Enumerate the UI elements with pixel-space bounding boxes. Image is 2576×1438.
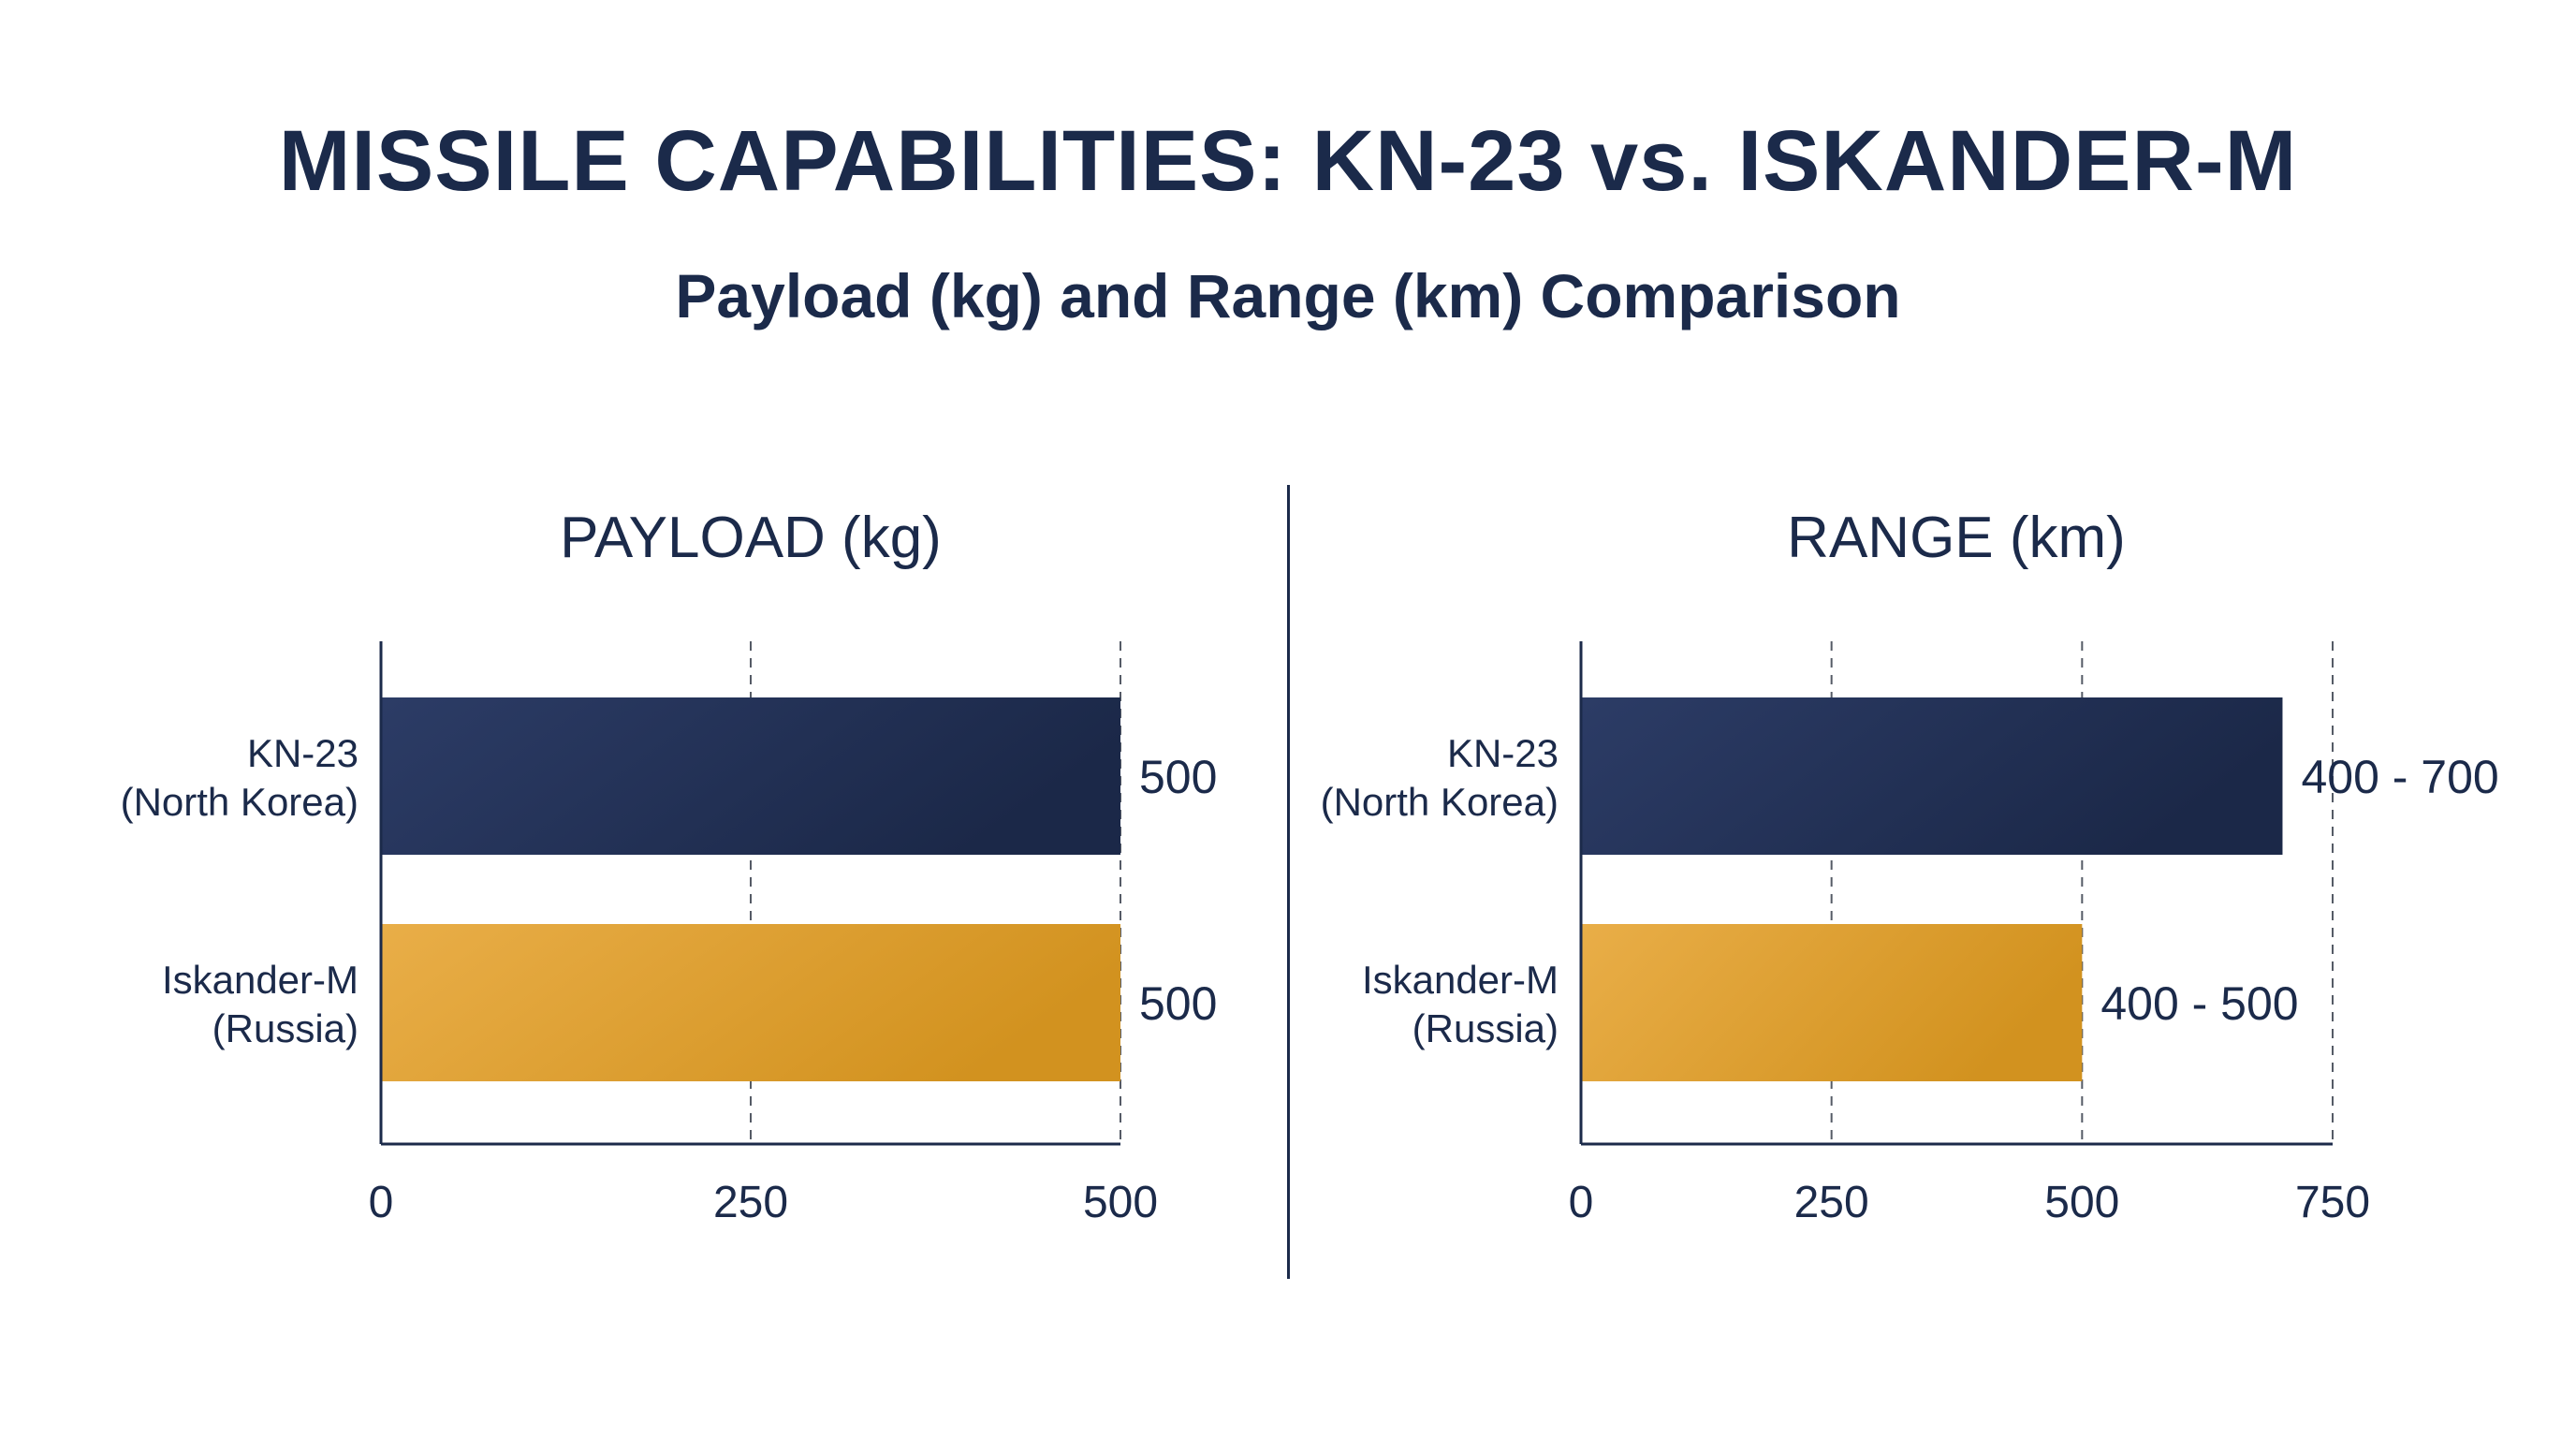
category-label-line: Iskander-M (162, 958, 359, 1002)
page-title: MISSILE CAPABILITIES: KN-23 vs. ISKANDER… (278, 113, 2298, 209)
category-label-line: Iskander-M (1362, 958, 1559, 1002)
range-chart-title: RANGE (km) (1787, 506, 2126, 570)
category-label-line: (North Korea) (121, 780, 359, 824)
category-label-line: KN-23 (1447, 731, 1559, 775)
category-label-line: KN-23 (247, 731, 359, 775)
payload-bar-kn23 (381, 697, 1120, 855)
payload-value-label: 500 (1139, 977, 1217, 1030)
payload-chart: PAYLOAD (kg) 500 KN-23 (North Korea) 500 Iska… (121, 506, 1218, 1227)
range-tick-label: 0 (1569, 1178, 1594, 1227)
payload-category-label: KN-23 (North Korea) (121, 731, 359, 824)
range-category-label: Iskander-M (Russia) (1362, 958, 1559, 1050)
range-bar-iskander (1581, 924, 2083, 1081)
range-value-label: 400 - 500 (2100, 977, 2298, 1030)
range-tick-label: 500 (2044, 1178, 2119, 1227)
range-value-label: 400 - 700 (2301, 751, 2498, 803)
range-tick-label: 750 (2295, 1178, 2370, 1227)
payload-chart-title: PAYLOAD (kg) (560, 506, 942, 570)
payload-bar-iskander (381, 924, 1120, 1081)
range-chart: RANGE (km) 400 - 700 KN-23 (North Korea) 400… (1321, 506, 2499, 1227)
payload-tick-label: 500 (1083, 1178, 1158, 1227)
panel-divider (1287, 485, 1290, 1279)
category-label-line: (Russia) (1412, 1006, 1559, 1050)
category-label-line: (North Korea) (1321, 780, 1559, 824)
page-subtitle: Payload (kg) and Range (km) Comparison (675, 261, 1901, 330)
range-bar-kn23 (1581, 697, 2283, 855)
payload-category-label: Iskander-M (Russia) (162, 958, 359, 1050)
payload-tick-label: 250 (713, 1178, 788, 1227)
range-category-label: KN-23 (North Korea) (1321, 731, 1559, 824)
range-tick-label: 250 (1794, 1178, 1869, 1227)
payload-value-label: 500 (1139, 751, 1217, 803)
payload-tick-label: 0 (369, 1178, 394, 1227)
category-label-line: (Russia) (212, 1006, 359, 1050)
